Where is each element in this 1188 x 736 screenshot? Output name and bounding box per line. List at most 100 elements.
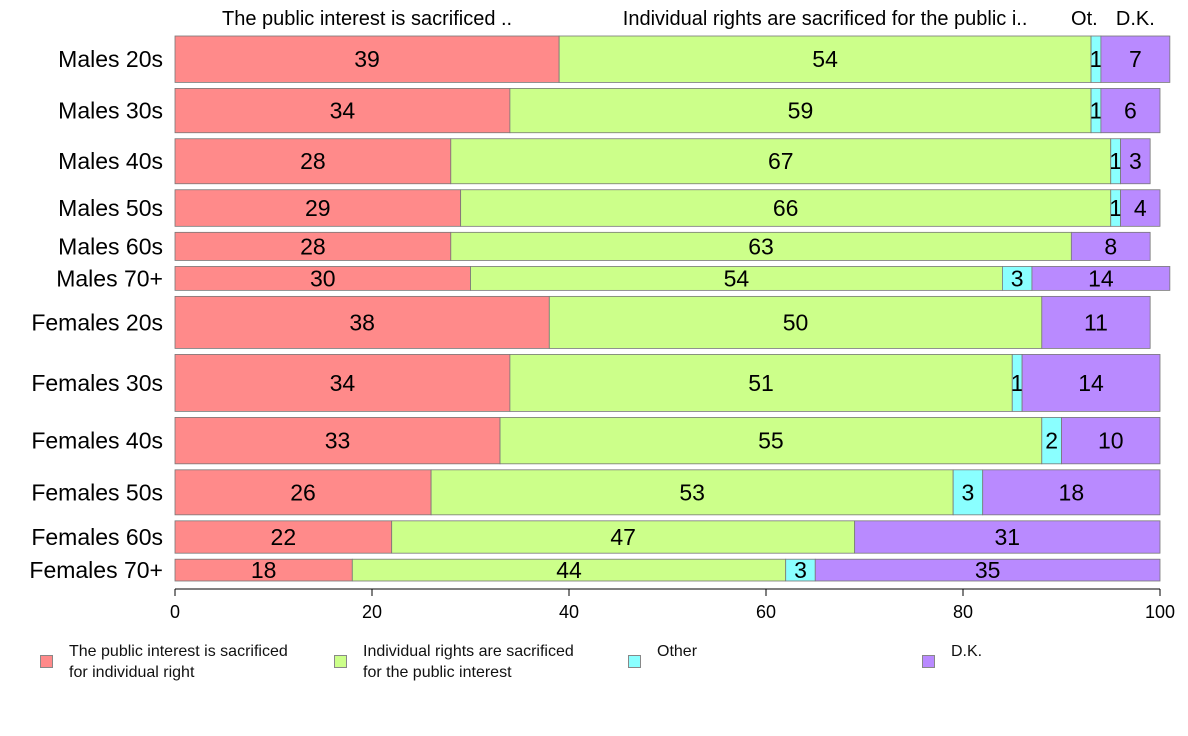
bar-segment — [1100, 35, 1171, 83]
bar-segment — [1021, 354, 1161, 412]
column-header: Individual rights are sacrificed for the… — [623, 8, 1028, 30]
bar-segment — [174, 469, 432, 516]
column-header: D.K. — [1116, 8, 1155, 30]
legend: The public interest is sacrificed for in… — [0, 641, 1188, 691]
legend-item-other: Other — [628, 641, 697, 668]
data-label: 54 — [812, 46, 838, 72]
data-label: 3 — [1011, 265, 1024, 291]
bar-segment — [558, 35, 1092, 83]
data-label: 28 — [300, 148, 326, 174]
bar-segment — [174, 138, 452, 185]
legend-swatch-dk — [922, 655, 935, 668]
bar-segment — [174, 231, 452, 261]
row-label: Males 50s — [58, 195, 163, 221]
bar-segment — [548, 295, 1043, 349]
bar-segment — [814, 558, 1161, 582]
data-label: 22 — [271, 524, 297, 550]
data-label: 7 — [1129, 46, 1142, 72]
bar-segment — [1061, 417, 1161, 465]
data-label: 14 — [1088, 265, 1114, 291]
row-label: Females 60s — [31, 524, 163, 550]
row-label: Females 70+ — [29, 557, 163, 583]
data-label: 3 — [794, 557, 807, 583]
column-header: Ot. — [1071, 8, 1098, 30]
legend-item-individual-rights: Individual rights are sacrificed for the… — [334, 641, 574, 683]
bar-segment — [1120, 189, 1161, 227]
bar-segment — [982, 469, 1161, 516]
data-label: 47 — [610, 524, 636, 550]
data-label: 10 — [1098, 428, 1124, 454]
data-label: 55 — [758, 428, 784, 454]
data-label: 67 — [768, 148, 794, 174]
x-tick-label: 80 — [953, 602, 973, 622]
data-label: 6 — [1124, 98, 1137, 124]
row-label: Males 40s — [58, 148, 163, 174]
data-label: 28 — [300, 233, 326, 259]
bar-segment — [1031, 266, 1171, 291]
row-label: Females 30s — [31, 370, 163, 396]
data-label: 3 — [962, 479, 975, 505]
data-label: 50 — [783, 309, 809, 335]
x-tick-label: 60 — [756, 602, 776, 622]
bar-segment — [450, 138, 1112, 185]
data-label: 35 — [975, 557, 1001, 583]
data-label: 1 — [1109, 148, 1122, 174]
data-label: 53 — [679, 479, 705, 505]
data-label: 2 — [1045, 428, 1058, 454]
data-label: 63 — [748, 233, 774, 259]
data-label: 8 — [1104, 233, 1117, 259]
data-label: 1 — [1109, 195, 1122, 221]
data-label: 18 — [1059, 479, 1085, 505]
row-label: Females 20s — [31, 309, 163, 335]
data-label: 34 — [330, 98, 356, 124]
data-label: 4 — [1134, 195, 1147, 221]
bar-segment — [1070, 231, 1151, 261]
data-label: 3 — [1129, 148, 1142, 174]
legend-label-other: Other — [657, 643, 698, 660]
bar-segment — [952, 469, 984, 516]
legend-label-public-interest: The public interest is sacrificed for in… — [69, 643, 288, 681]
column-header: The public interest is sacrificed .. — [222, 8, 512, 30]
legend-item-public-interest: The public interest is sacrificed for in… — [40, 641, 288, 683]
bar-segment — [854, 520, 1161, 554]
bar-segment — [174, 88, 511, 134]
x-tick-label: 20 — [362, 602, 382, 622]
row-label: Males 20s — [58, 46, 163, 72]
data-label: 30 — [310, 265, 336, 291]
row-label: Males 70+ — [56, 265, 163, 291]
bar-segment — [174, 520, 393, 554]
data-label: 51 — [748, 370, 774, 396]
data-label: 1 — [1090, 46, 1103, 72]
bar-segment — [430, 469, 954, 516]
row-label: Females 40s — [31, 428, 163, 454]
bar-segment — [1100, 88, 1161, 134]
data-label: 1 — [1011, 370, 1024, 396]
bar-segment — [174, 35, 560, 83]
bar-segment — [509, 88, 1092, 134]
bar-segment — [509, 354, 1013, 412]
data-label: 14 — [1078, 370, 1104, 396]
legend-swatch-individual-rights — [334, 655, 347, 668]
bar-segment — [391, 520, 856, 554]
data-label: 59 — [788, 98, 814, 124]
bar-segment — [174, 354, 511, 412]
data-label: 26 — [290, 479, 316, 505]
x-tick-label: 0 — [170, 602, 180, 622]
bar-segment — [174, 417, 501, 465]
bar-segment — [460, 189, 1112, 227]
data-label: 29 — [305, 195, 331, 221]
legend-label-individual-rights: Individual rights are sacrificed for the… — [363, 643, 574, 681]
legend-swatch-public-interest — [40, 655, 53, 668]
legend-swatch-other — [628, 655, 641, 668]
legend-label-dk: D.K. — [951, 643, 983, 660]
data-label: 39 — [354, 46, 380, 72]
bar-segment — [450, 231, 1072, 261]
data-label: 11 — [1084, 309, 1108, 335]
row-label: Males 30s — [58, 98, 163, 124]
bar-segment — [1120, 138, 1151, 185]
data-label: 31 — [995, 524, 1021, 550]
bar-segment — [174, 295, 550, 349]
data-label: 33 — [325, 428, 351, 454]
data-label: 44 — [556, 557, 582, 583]
